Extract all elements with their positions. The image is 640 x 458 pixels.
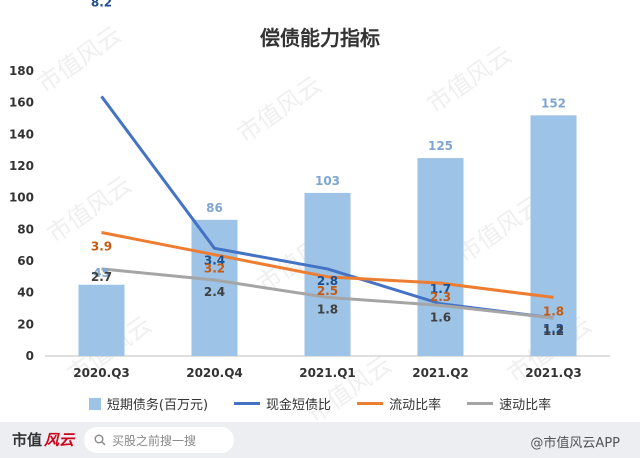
- series-data-label: 1.7: [430, 282, 451, 296]
- y-tick-label: 160: [9, 96, 34, 110]
- chart-card: 市值风云市值风云市值风云市值风云市值风云市值风云市值风云市值风云市值风云 偿债能…: [0, 0, 640, 422]
- brand-logo: 市值 风云: [12, 429, 74, 450]
- series-data-label: 2.3: [430, 290, 451, 304]
- series-data-label: 1.2: [543, 324, 564, 338]
- series-data-label: 3.2: [204, 262, 225, 276]
- legend-swatch: [234, 402, 261, 405]
- series-data-label: 1.6: [430, 310, 451, 324]
- legend-swatch: [467, 402, 494, 405]
- y-tick-label: 180: [9, 64, 34, 78]
- bar-data-label: 103: [315, 174, 340, 188]
- source-credit: @市值风云APP: [530, 436, 620, 451]
- series-data-label: 1.8: [317, 302, 338, 316]
- x-tick-label: 2021.Q3: [525, 366, 582, 380]
- chart-legend: 短期债务(百万元) 现金短债比 流动比率 速动比率: [0, 394, 640, 413]
- x-tick-label: 2020.Q3: [73, 366, 130, 380]
- brand-mark: 风云: [44, 431, 75, 449]
- series-data-label: 1.8: [543, 304, 564, 318]
- brand-text: 市值: [12, 431, 43, 449]
- bar: [530, 115, 577, 356]
- y-tick-label: 40: [17, 286, 34, 300]
- series-data-label: 1.2: [543, 322, 564, 336]
- series-data-label: 3.9: [91, 240, 112, 254]
- legend-item: 速动比率: [467, 394, 551, 413]
- series-line: [101, 231, 554, 299]
- bar: [78, 284, 125, 356]
- series-data-label: 2.8: [317, 274, 338, 288]
- legend-swatch: [357, 402, 384, 405]
- series-data-label: 2.4: [204, 285, 225, 299]
- legend-item: 流动比率: [357, 394, 441, 413]
- legend-swatch: [88, 397, 101, 410]
- legend-label: 短期债务(百万元): [106, 398, 209, 413]
- x-tick-label: 2020.Q4: [186, 366, 243, 380]
- x-tick-label: 2021.Q2: [412, 366, 469, 380]
- bar-data-label: 125: [428, 139, 453, 153]
- footer-bar: 市值 风云 买股之前搜一搜 @市值风云APP: [0, 422, 640, 458]
- series-data-label: 2.7: [91, 270, 112, 284]
- y-tick-label: 140: [9, 127, 34, 141]
- chart-title: 偿债能力指标: [260, 26, 380, 50]
- series-line: [101, 267, 554, 320]
- chart-svg: 0 20 40 60 80 100 120 140 160 180 2020.Q3 2020.Q4 20…: [9, 0, 610, 380]
- bar: [417, 158, 464, 356]
- search-icon: [94, 434, 106, 446]
- y-tick-label: 0: [26, 349, 34, 363]
- search-placeholder: 买股之前搜一搜: [112, 433, 197, 448]
- search-box[interactable]: 买股之前搜一搜: [84, 427, 234, 453]
- legend-label: 现金短债比: [266, 398, 332, 413]
- bar-data-label: 86: [206, 201, 223, 215]
- y-tick-label: 80: [17, 222, 34, 236]
- series-data-label: 2.5: [317, 284, 338, 298]
- y-tick-label: 60: [17, 254, 34, 268]
- series-data-label: 3.4: [204, 253, 225, 267]
- legend-item: 短期债务(百万元): [88, 394, 209, 413]
- series-data-label: 8.2: [91, 0, 112, 9]
- legend-label: 速动比率: [499, 398, 552, 413]
- legend-label: 流动比率: [389, 398, 442, 413]
- y-tick-label: 20: [17, 317, 34, 331]
- legend-item: 现金短债比: [234, 394, 331, 413]
- bar-data-label: 152: [541, 96, 566, 110]
- x-tick-label: 2021.Q1: [299, 366, 356, 380]
- bar: [191, 219, 238, 356]
- y-tick-label: 100: [9, 191, 34, 205]
- bar-data-label: 45: [93, 266, 110, 280]
- y-tick-label: 120: [9, 159, 34, 173]
